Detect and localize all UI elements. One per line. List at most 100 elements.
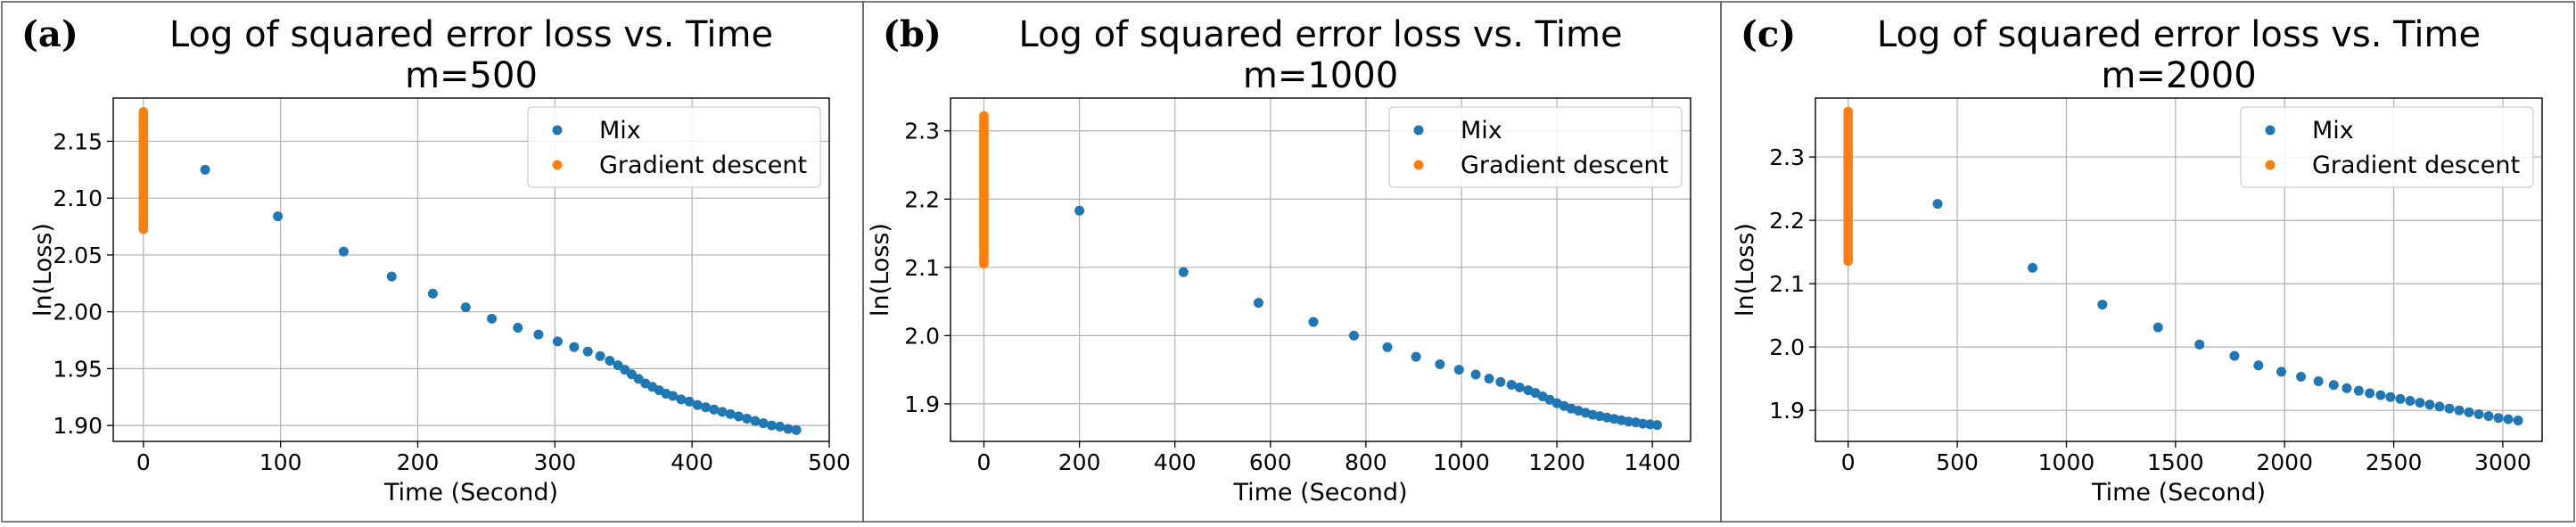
mix-point [2434, 401, 2445, 412]
y-tick-label: 2.3 [1769, 144, 1805, 170]
gd-series [138, 106, 149, 235]
mix-point [1348, 330, 1359, 341]
chart-title: Log of squared error loss vs. Time [1877, 14, 2481, 55]
mix-point [733, 411, 744, 422]
mix-point [2028, 262, 2038, 273]
mix-point [1435, 359, 1445, 370]
plot-area-frame [1815, 97, 2543, 442]
y-tick-label: 1.9 [904, 391, 940, 417]
plot-area-frame [112, 97, 830, 442]
mix-point [2513, 416, 2523, 426]
y-tick-label: 1.90 [53, 413, 103, 439]
x-tick-label: 800 [1345, 449, 1387, 475]
legend-gd-marker [1413, 160, 1424, 170]
y-tick-label: 2.10 [53, 185, 103, 211]
x-tick-label: 500 [1936, 449, 1979, 475]
panel-label: (b) [883, 13, 942, 55]
mix-point [552, 336, 563, 347]
panel-border [1720, 1, 2575, 523]
x-tick-label: 1000 [2038, 449, 2095, 475]
x-axis-label: Time (Second) [2091, 479, 2266, 506]
mix-point [386, 271, 397, 282]
mix-point [338, 246, 349, 257]
x-tick-label: 100 [259, 449, 302, 475]
mix-point [750, 416, 761, 426]
legend-mix-marker [552, 125, 563, 136]
mix-point [2454, 405, 2465, 416]
mix-point [2503, 414, 2514, 424]
mix-point [569, 342, 580, 352]
mix-point [2296, 372, 2307, 383]
mix-point [1514, 383, 1525, 393]
legend-mix-marker [2265, 125, 2276, 136]
mix-point [2097, 300, 2108, 310]
y-tick-label: 2.15 [53, 128, 103, 154]
legend-entry-label: Mix [599, 117, 641, 144]
chart-title: Log of squared error loss vs. Time [169, 14, 773, 55]
x-tick-label: 0 [1841, 449, 1856, 475]
x-tick-label: 200 [1058, 449, 1101, 475]
mix-point [1506, 379, 1517, 390]
mix-point [717, 407, 728, 417]
mix-point [2229, 350, 2240, 361]
mix-point [766, 420, 777, 431]
x-tick-label: 3000 [2474, 449, 2531, 475]
chart-title: Log of squared error loss vs. Time [1018, 14, 1622, 55]
mix-point [2405, 396, 2416, 407]
mix-point [684, 396, 695, 407]
mix-point [709, 404, 720, 415]
legend-entry-label: Mix [1461, 117, 1502, 144]
mix-point [758, 418, 769, 429]
mix-point [1644, 419, 1655, 430]
y-tick-label: 2.05 [53, 243, 103, 268]
mix-point [2473, 408, 2484, 419]
mix-point [2395, 393, 2406, 404]
legend-entry-label: Mix [2312, 117, 2354, 144]
legend-box [1388, 106, 1683, 188]
legend-gd-marker [552, 160, 563, 170]
gd-point [138, 224, 149, 235]
mix-point [668, 391, 679, 401]
mix-point [1253, 298, 1263, 309]
mix-point [487, 313, 498, 324]
y-tick-label: 2.0 [904, 323, 940, 349]
chart-subtitle: m=500 [405, 55, 538, 96]
mix-point [2493, 413, 2504, 424]
x-tick-label: 1400 [1624, 449, 1681, 475]
legend-mix-marker [1413, 125, 1424, 136]
mix-point [1484, 374, 1494, 384]
mix-point [2328, 380, 2339, 391]
legend-box [527, 106, 821, 188]
mix-point [595, 350, 605, 361]
legend-gd-marker [2265, 160, 2276, 170]
x-tick-label: 0 [977, 449, 992, 475]
mix-point [1495, 376, 1506, 387]
mix-point [1411, 351, 1421, 362]
mix-point [2152, 322, 2163, 333]
x-tick-label: 0 [136, 449, 151, 475]
mix-point [2353, 385, 2364, 396]
x-tick-label: 1000 [1433, 449, 1490, 475]
x-tick-label: 500 [808, 449, 851, 475]
y-axis-label: ln(Loss) [1732, 223, 1759, 317]
mix-point [791, 424, 802, 435]
x-axis-label: Time (Second) [1232, 479, 1407, 506]
mix-point [1637, 418, 1648, 429]
mix-point [775, 421, 786, 432]
mix-point [460, 302, 471, 313]
mix-point [605, 355, 615, 366]
x-tick-label: 1500 [2147, 449, 2204, 475]
x-tick-label: 600 [1249, 449, 1292, 475]
mix-point [1932, 199, 1943, 210]
panel-label: (c) [1741, 13, 1796, 55]
panel-label: (a) [21, 13, 78, 55]
y-tick-label: 2.0 [1769, 334, 1805, 360]
mix-point [1382, 342, 1393, 352]
x-tick-label: 400 [671, 449, 713, 475]
mix-point [2253, 360, 2264, 371]
y-tick-label: 2.2 [1769, 208, 1805, 234]
gd-point [979, 259, 989, 269]
mix-point [2276, 366, 2287, 377]
